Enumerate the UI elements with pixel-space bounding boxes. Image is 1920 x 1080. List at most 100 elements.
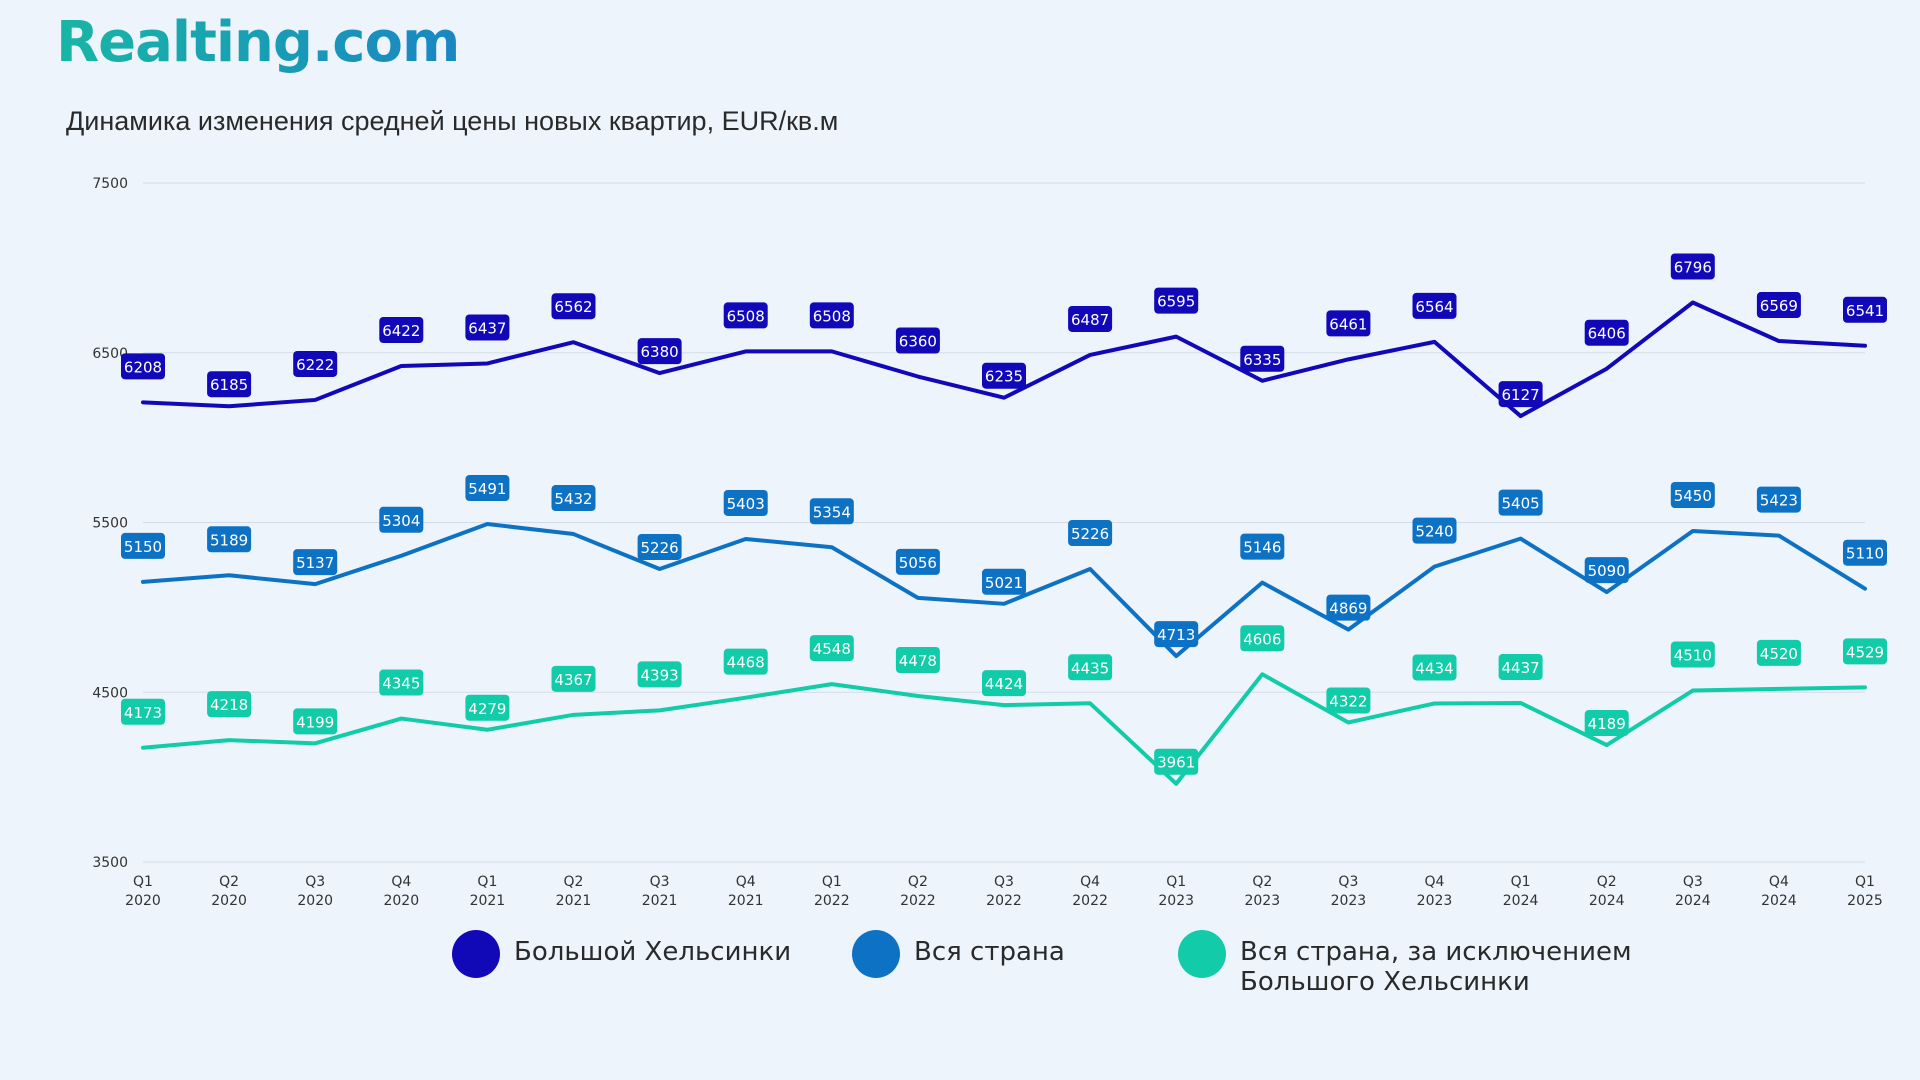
data-label-bg-s0-15	[1412, 292, 1457, 319]
x-tick-quarter-2: Q3	[305, 874, 325, 890]
x-tick-quarter-20: Q1	[1855, 874, 1875, 890]
data-label-bg-s2-14	[1326, 687, 1371, 714]
data-label-s0-3: 6422	[382, 322, 420, 340]
data-label-bg-s0-9	[895, 327, 940, 354]
x-tick-year-5: 2021	[556, 893, 592, 909]
x-tick-year-11: 2022	[1072, 893, 1108, 909]
x-tick-year-12: 2023	[1158, 893, 1194, 909]
legend-item-whole-country: Вся страна	[852, 928, 1065, 978]
data-label-bg-s1-3	[379, 506, 424, 533]
data-label-bg-s2-4	[465, 694, 510, 721]
x-tick-year-10: 2022	[986, 893, 1022, 909]
data-label-s1-5: 5432	[554, 490, 592, 508]
data-label-bg-s0-8	[809, 302, 854, 329]
data-label-bg-s0-19	[1756, 292, 1801, 319]
data-label-s1-11: 5226	[1071, 525, 1109, 543]
data-label-s0-16: 6127	[1502, 386, 1540, 404]
legend-label-country-excl-helsinki: Вся страна, за исключением Большого Хель…	[1240, 937, 1632, 997]
y-tick-label-3500: 3500	[92, 855, 128, 871]
data-label-bg-s0-2	[293, 350, 338, 377]
data-label-bg-s0-12	[1154, 287, 1199, 314]
data-label-s1-13: 5146	[1243, 539, 1281, 557]
data-label-bg-s0-10	[982, 362, 1026, 389]
data-label-bg-s1-15	[1412, 517, 1457, 544]
x-tick-year-15: 2023	[1417, 893, 1453, 909]
legend-label-whole-country: Вся страна	[914, 937, 1065, 967]
price-line-chart: 3500 4500 5500 6500 7500 Q1 2020 Q2 2020 Q3 2020 Q4…	[92, 176, 1887, 909]
chart-title: Динамика изменения средней цены новых кв…	[66, 106, 839, 136]
data-label-s1-7: 5403	[727, 495, 765, 513]
x-tick-year-16: 2024	[1503, 893, 1539, 909]
data-label-bg-s1-20	[1843, 539, 1887, 566]
data-label-bg-s1-10	[982, 568, 1026, 595]
x-tick-year-1: 2020	[211, 893, 247, 909]
data-label-bg-s2-10	[982, 670, 1026, 697]
x-tick-year-14: 2023	[1331, 893, 1367, 909]
x-tick-year-2: 2020	[297, 893, 333, 909]
data-label-bg-s0-6	[637, 338, 682, 365]
data-label-bg-s0-20	[1843, 296, 1887, 323]
x-tick-year-8: 2022	[814, 893, 850, 909]
data-label-bg-s1-8	[809, 498, 854, 525]
data-label-bg-s2-5	[551, 665, 596, 692]
data-label-bg-s2-17	[1584, 710, 1629, 737]
data-label-s2-18: 4510	[1674, 647, 1712, 665]
data-label-s0-9: 6360	[899, 333, 937, 351]
data-label-s1-10: 5021	[985, 574, 1023, 592]
data-label-s1-12: 4713	[1157, 626, 1195, 644]
logo[interactable]: Realting.com	[56, 10, 460, 75]
data-label-bg-s0-7	[723, 302, 768, 329]
legend-item-greater-helsinki: Большой Хельсинки	[452, 928, 791, 978]
legend-dot-greater-helsinki	[452, 930, 500, 978]
x-tick-quarter-5: Q2	[564, 874, 584, 890]
data-label-bg-s2-18	[1670, 641, 1715, 668]
data-label-bg-s0-11	[1068, 305, 1113, 332]
data-label-s0-19: 6569	[1760, 297, 1798, 315]
data-label-bg-s2-16	[1498, 653, 1543, 680]
data-label-bg-s2-2	[293, 708, 338, 735]
x-tick-quarter-14: Q3	[1338, 874, 1358, 890]
x-tick-year-6: 2021	[642, 893, 678, 909]
data-label-bg-s2-11	[1068, 654, 1113, 681]
x-tick-year-18: 2024	[1675, 893, 1711, 909]
x-tick-quarter-10: Q3	[994, 874, 1014, 890]
data-label-s0-20: 6541	[1846, 302, 1884, 320]
data-label-s0-5: 6562	[554, 298, 592, 316]
data-label-bg-s1-13	[1240, 533, 1285, 560]
data-label-bg-s0-4	[465, 314, 510, 341]
y-tick-label-4500: 4500	[92, 685, 128, 701]
data-label-s0-6: 6380	[641, 343, 679, 361]
data-label-bg-s0-18	[1670, 253, 1715, 280]
x-tick-year-17: 2024	[1589, 893, 1625, 909]
y-tick-label-7500: 7500	[92, 176, 128, 192]
data-label-s1-20: 5110	[1846, 545, 1884, 563]
data-label-s1-16: 5405	[1502, 495, 1540, 513]
data-label-bg-s0-5	[551, 293, 596, 320]
data-label-bg-s1-18	[1670, 481, 1715, 508]
data-label-s1-0: 5150	[124, 538, 162, 556]
data-label-bg-s1-2	[293, 549, 338, 576]
data-label-s2-1: 4218	[210, 696, 248, 714]
x-tick-quarter-8: Q1	[822, 874, 842, 890]
data-label-s1-9: 5056	[899, 554, 937, 572]
data-label-s2-8: 4548	[813, 640, 851, 658]
x-tick-quarter-6: Q3	[650, 874, 670, 890]
x-tick-quarter-18: Q3	[1683, 874, 1703, 890]
x-tick-quarter-9: Q2	[908, 874, 928, 890]
data-label-s0-14: 6461	[1329, 315, 1367, 333]
data-label-s1-14: 4869	[1329, 600, 1367, 618]
data-label-bg-s0-17	[1584, 319, 1629, 346]
x-tick-quarter-4: Q1	[477, 874, 497, 890]
x-tick-quarter-7: Q4	[736, 874, 756, 890]
data-label-s0-10: 6235	[985, 368, 1023, 386]
x-tick-quarter-12: Q1	[1166, 874, 1186, 890]
data-label-s2-5: 4367	[554, 671, 592, 689]
data-label-bg-s1-6	[637, 534, 682, 561]
legend-label-greater-helsinki: Большой Хельсинки	[514, 937, 792, 967]
data-label-s2-16: 4437	[1502, 659, 1540, 677]
data-label-s2-4: 4279	[468, 700, 506, 718]
data-label-s1-17: 5090	[1588, 562, 1626, 580]
x-tick-quarter-13: Q2	[1252, 874, 1272, 890]
series-line-1	[141, 522, 1867, 659]
data-label-s1-2: 5137	[296, 554, 334, 572]
